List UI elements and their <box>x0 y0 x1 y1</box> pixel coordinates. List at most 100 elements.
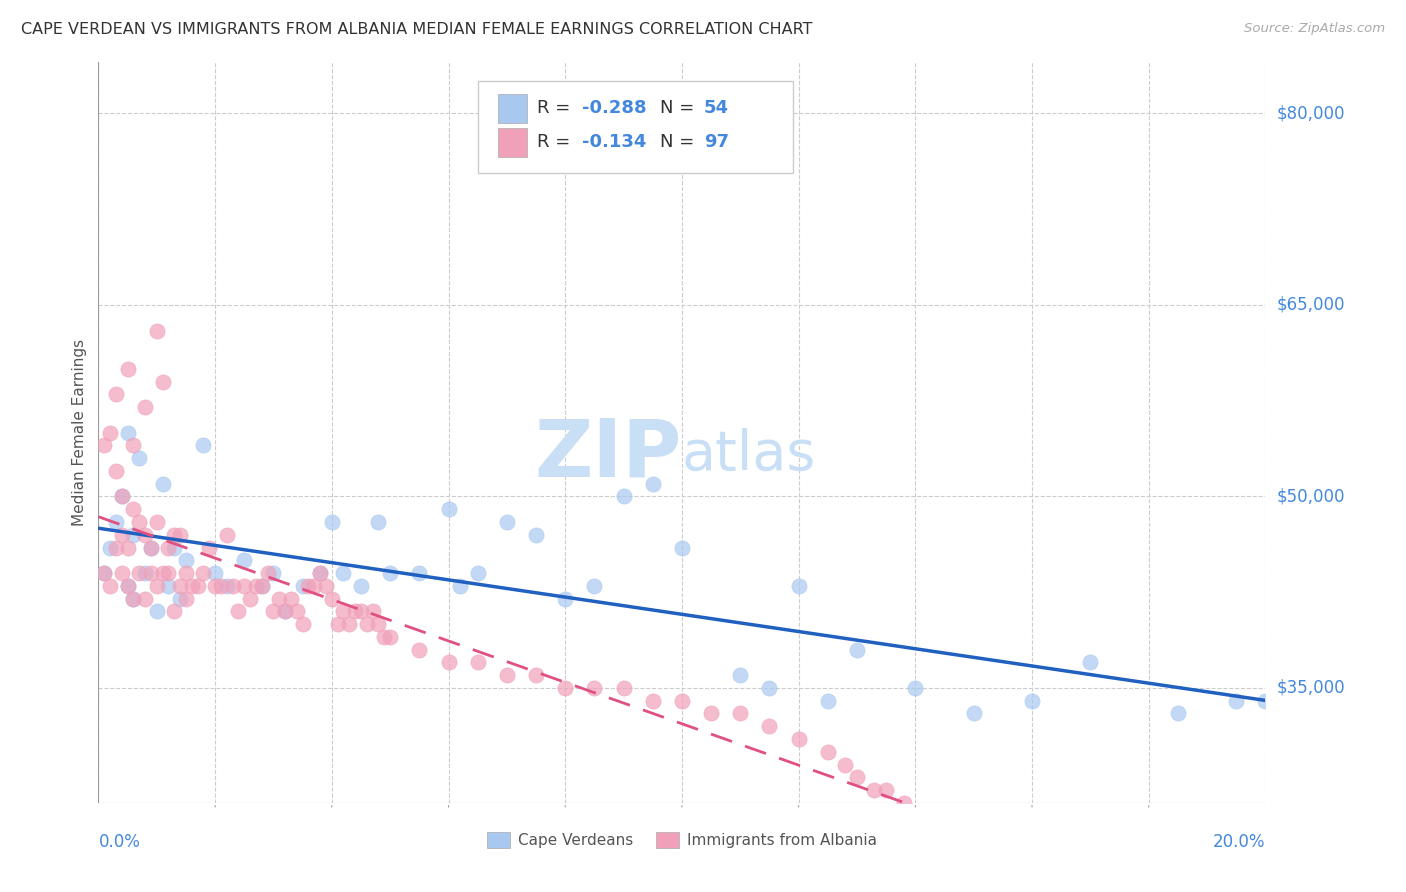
Point <box>758 681 780 695</box>
Point <box>291 617 314 632</box>
Point <box>787 579 810 593</box>
Point <box>98 541 121 555</box>
Text: $80,000: $80,000 <box>1277 104 1346 122</box>
Point <box>583 681 606 695</box>
Text: 20.0%: 20.0% <box>1213 833 1265 851</box>
Point <box>228 604 250 618</box>
Text: $35,000: $35,000 <box>1277 679 1346 697</box>
Point <box>309 566 332 580</box>
Point <box>134 591 156 606</box>
Point <box>554 681 576 695</box>
Point <box>408 642 430 657</box>
Text: ZIP: ZIP <box>534 416 682 494</box>
Point <box>152 476 174 491</box>
Point <box>1021 694 1043 708</box>
Bar <box>498 94 527 123</box>
Point <box>332 604 354 618</box>
Point <box>122 527 145 541</box>
Point <box>524 527 547 541</box>
Text: -0.134: -0.134 <box>582 134 645 152</box>
Point <box>700 706 723 721</box>
Point <box>204 566 226 580</box>
Point <box>221 579 243 593</box>
Point <box>117 361 139 376</box>
Point <box>98 425 121 440</box>
Bar <box>498 128 527 157</box>
Point <box>730 706 752 721</box>
Point <box>152 566 174 580</box>
Point <box>233 579 256 593</box>
Point <box>641 476 664 491</box>
Point <box>128 451 150 466</box>
Point <box>122 502 145 516</box>
Point <box>262 604 284 618</box>
Point <box>163 527 186 541</box>
Point <box>1080 656 1102 670</box>
Text: N =: N = <box>659 134 700 152</box>
Point <box>817 694 839 708</box>
Point <box>1167 706 1189 721</box>
Point <box>169 591 191 606</box>
Point <box>612 490 634 504</box>
Point <box>174 566 197 580</box>
Point <box>309 566 332 580</box>
Point <box>280 591 302 606</box>
Point <box>315 579 337 593</box>
Text: 54: 54 <box>704 99 730 118</box>
Point <box>846 642 869 657</box>
Point <box>934 822 956 836</box>
Point <box>146 604 169 618</box>
Point <box>104 515 127 529</box>
Point <box>122 438 145 452</box>
Point <box>893 796 915 810</box>
Legend: Cape Verdeans, Immigrants from Albania: Cape Verdeans, Immigrants from Albania <box>481 826 883 855</box>
Point <box>169 579 191 593</box>
Point <box>139 541 162 555</box>
Point <box>157 566 180 580</box>
Point <box>380 630 402 644</box>
Point <box>157 541 180 555</box>
Point <box>367 515 389 529</box>
Point <box>215 579 238 593</box>
Point <box>496 515 519 529</box>
Point <box>146 579 169 593</box>
Point <box>128 566 150 580</box>
Point <box>326 617 349 632</box>
Point <box>671 694 693 708</box>
Point <box>361 604 384 618</box>
Point <box>449 579 471 593</box>
Point <box>671 541 693 555</box>
Point <box>174 553 197 567</box>
Point <box>239 591 262 606</box>
Point <box>139 566 162 580</box>
Point <box>111 527 134 541</box>
Point <box>554 591 576 606</box>
Point <box>496 668 519 682</box>
Point <box>758 719 780 733</box>
Point <box>950 834 973 848</box>
Point <box>350 604 373 618</box>
Point <box>373 630 395 644</box>
Point <box>215 527 238 541</box>
Point <box>437 502 460 516</box>
Point <box>304 579 326 593</box>
Point <box>117 425 139 440</box>
Y-axis label: Median Female Earnings: Median Female Earnings <box>72 339 87 526</box>
Text: Source: ZipAtlas.com: Source: ZipAtlas.com <box>1244 22 1385 36</box>
Point <box>93 438 115 452</box>
Point <box>245 579 267 593</box>
Point <box>193 566 215 580</box>
Text: $50,000: $50,000 <box>1277 487 1346 506</box>
Point <box>209 579 232 593</box>
Point <box>93 566 115 580</box>
Point <box>163 604 186 618</box>
Point <box>1225 694 1247 708</box>
Point <box>285 604 308 618</box>
Point <box>104 387 127 401</box>
Point <box>174 591 197 606</box>
Point <box>204 579 226 593</box>
Text: 97: 97 <box>704 134 730 152</box>
Point <box>863 783 886 797</box>
Point <box>332 566 354 580</box>
Point <box>111 490 134 504</box>
